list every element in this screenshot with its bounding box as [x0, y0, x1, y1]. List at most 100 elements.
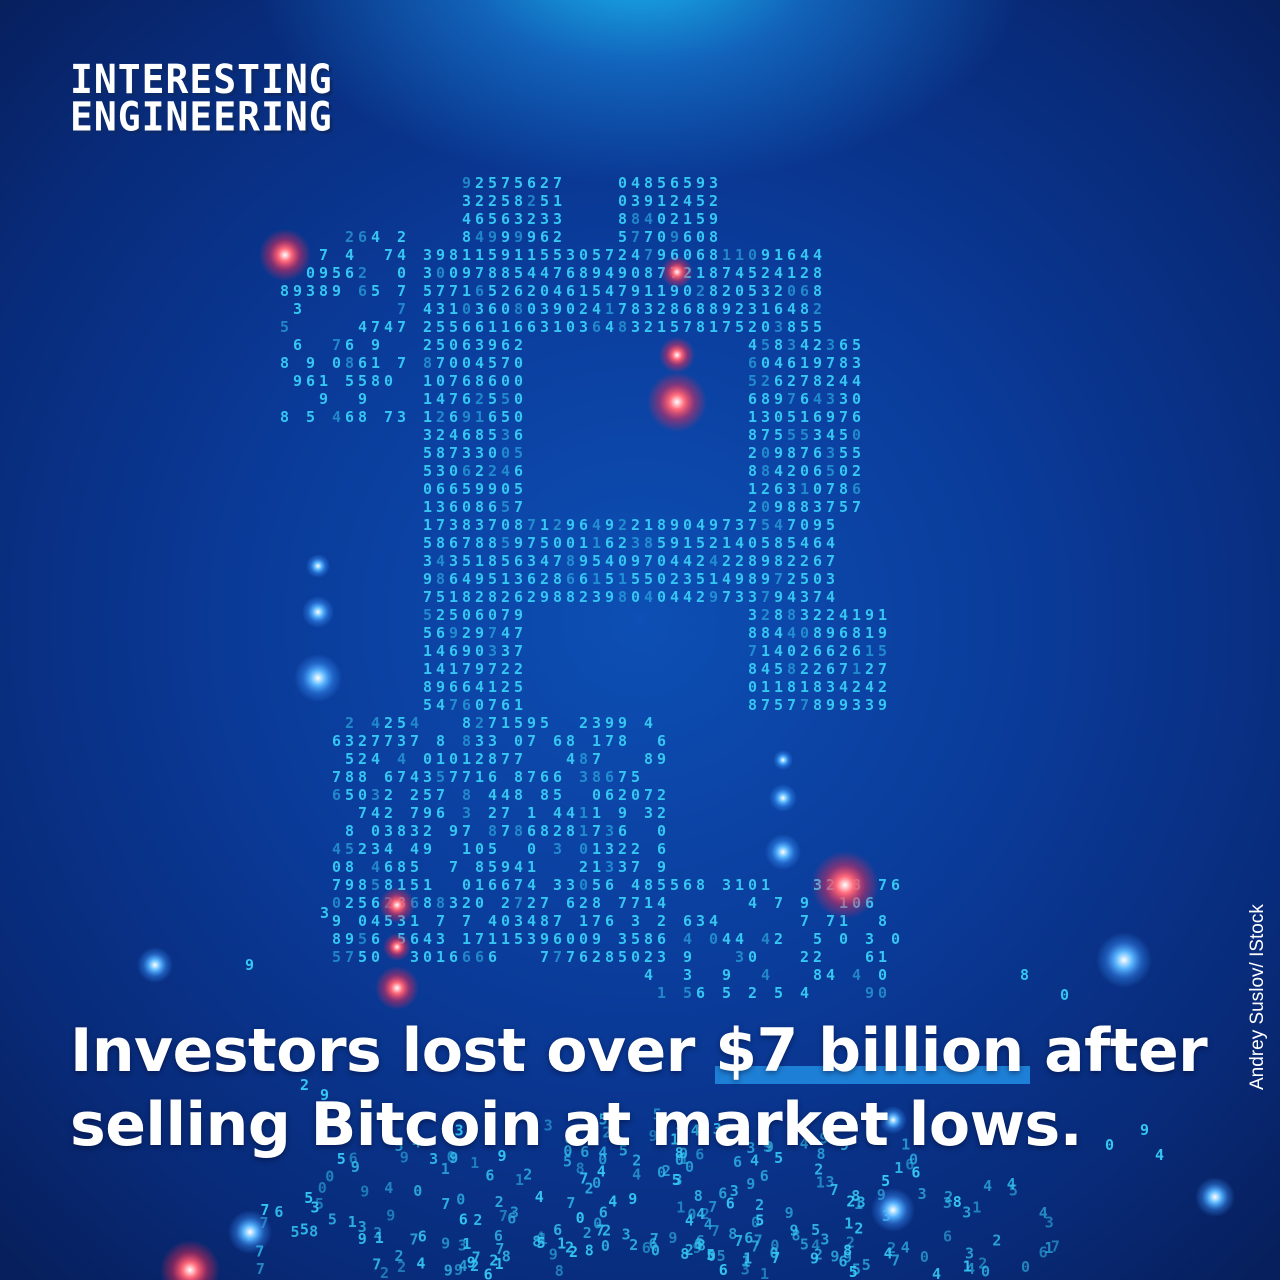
digit: 4 [683, 930, 692, 948]
digit: 9 [475, 624, 484, 642]
digit: 4 [332, 408, 341, 426]
digit: 2 [488, 804, 497, 822]
digit: 6 [540, 228, 549, 246]
digit: 6 [488, 498, 497, 516]
digit: 2 [722, 282, 731, 300]
digit: 2 [826, 372, 835, 390]
digit: 9 [631, 282, 640, 300]
digit: 8 [488, 588, 497, 606]
digit: 5 [488, 390, 497, 408]
digit: 6 [462, 372, 471, 390]
digit: 8 [553, 570, 562, 588]
digit: 7 [774, 894, 783, 912]
digit: 3 [423, 264, 432, 282]
digit: 8 [475, 498, 484, 516]
digit: 4 [632, 1166, 641, 1184]
digit: 6 [449, 534, 458, 552]
digit: 0 [514, 408, 523, 426]
digit: 2 [475, 750, 484, 768]
headline-after: after [1023, 1016, 1208, 1086]
digit: 6 [579, 516, 588, 534]
digit: 3 [618, 858, 627, 876]
digit: 9 [693, 1239, 702, 1257]
digit: 5 [787, 426, 796, 444]
digit: 7 [708, 1198, 717, 1216]
digit: 9 [605, 588, 614, 606]
digit: 9 [444, 1261, 453, 1279]
digit: 2 [657, 912, 666, 930]
digit: 7 [748, 642, 757, 660]
digit: 6 [813, 642, 822, 660]
digit: 2 [384, 804, 393, 822]
digit: 5 [488, 840, 497, 858]
digit: 5 [852, 1261, 861, 1279]
digit: 5 [410, 858, 419, 876]
digit: 6 [683, 228, 692, 246]
digit: 2 [992, 1232, 1001, 1250]
digit: 6 [384, 768, 393, 786]
digit: 2 [761, 264, 770, 282]
digit: 0 [358, 786, 367, 804]
digit: 2 [579, 894, 588, 912]
digit: 1 [462, 1235, 471, 1253]
digit: 4 [657, 894, 666, 912]
digit: 7 [644, 228, 653, 246]
digit: 8 [514, 768, 523, 786]
digit: 1 [680, 1150, 689, 1168]
digit: 1 [462, 246, 471, 264]
digit: 2 [565, 1238, 574, 1256]
blue-glow-dot [773, 750, 793, 770]
digit: 3 [813, 426, 822, 444]
digit: 2 [527, 894, 536, 912]
digit: 2 [618, 246, 627, 264]
digit: 7 [472, 1248, 481, 1266]
digit: 0 [800, 624, 809, 642]
digit: 6 [1039, 1244, 1048, 1262]
digit: 4 [592, 516, 601, 534]
digit: 4 [670, 552, 679, 570]
digit: 8 [280, 354, 289, 372]
digit: 9 [332, 912, 341, 930]
digit: 4 [462, 210, 471, 228]
digit: 0 [800, 516, 809, 534]
digit: 4 [1007, 1175, 1016, 1193]
digit: 7 [423, 588, 432, 606]
digit: 9 [462, 408, 471, 426]
digit: 4 [566, 750, 575, 768]
digit: 5 [787, 534, 796, 552]
digit: 8 [553, 588, 562, 606]
digit: 5 [371, 282, 380, 300]
digit: 4 [683, 552, 692, 570]
digit: 4 [735, 264, 744, 282]
digit: 0 [657, 588, 666, 606]
digit: 0 [462, 300, 471, 318]
digit: 7 [436, 912, 445, 930]
digit: 4 [826, 966, 835, 984]
digit: 8 [540, 912, 549, 930]
digit: 6 [436, 624, 445, 642]
digit: 8 [709, 246, 718, 264]
digit: 3 [631, 912, 640, 930]
digit: 8 [748, 426, 757, 444]
digit: 6 [774, 372, 783, 390]
digit: 4 [644, 210, 653, 228]
digit: 6 [553, 732, 562, 750]
digit: 3 [748, 606, 757, 624]
digit: 1 [670, 1130, 679, 1148]
digit: 3 [475, 300, 484, 318]
digit: 7 [592, 750, 601, 768]
digit: 6 [514, 552, 523, 570]
digit: 4 [865, 678, 874, 696]
digit: 7 [501, 822, 510, 840]
digit: 1 [514, 696, 523, 714]
digit: 5 [722, 984, 731, 1002]
digit: 0 [579, 246, 588, 264]
digit: 6 [501, 336, 510, 354]
digit: 8 [787, 444, 796, 462]
digit: 2 [787, 552, 796, 570]
digit: 1 [657, 282, 666, 300]
brand-logo-line2: ENGINEERING [70, 93, 333, 140]
digit: 5 [488, 174, 497, 192]
digit: 6 [696, 1232, 705, 1250]
digit: 6 [501, 696, 510, 714]
